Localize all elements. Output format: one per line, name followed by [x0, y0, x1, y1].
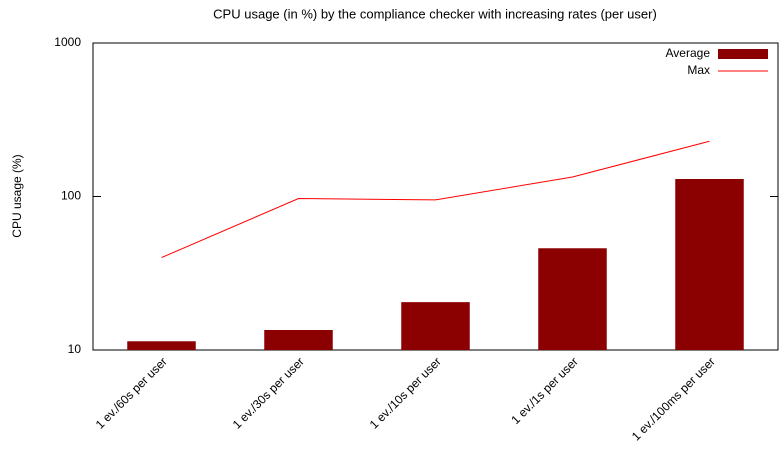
line — [161, 140, 710, 259]
x-tick-label: 1 ev./1s per user — [508, 354, 580, 426]
bar — [538, 248, 607, 350]
y-tick-label: 100 — [61, 189, 81, 203]
y-tick-label: 10 — [68, 342, 82, 356]
chart-title: CPU usage (in %) by the compliance check… — [213, 6, 657, 21]
legend-label: Average — [666, 46, 711, 60]
bar — [675, 179, 744, 350]
bar — [127, 341, 196, 350]
legend-label: Max — [687, 63, 710, 77]
x-tick-label: 1 ev./10s per user — [367, 354, 444, 431]
bar — [401, 302, 470, 350]
bar — [264, 329, 333, 350]
x-tick-label: 1 ev./30s per user — [230, 354, 307, 431]
y-axis-label: CPU usage (%) — [10, 154, 24, 237]
y-tick-label: 1000 — [54, 35, 81, 49]
x-tick-label: 1 ev./60s per user — [93, 354, 170, 431]
legend-swatch — [718, 49, 768, 59]
x-tick-label: 1 ev./100ms per user — [629, 354, 718, 443]
